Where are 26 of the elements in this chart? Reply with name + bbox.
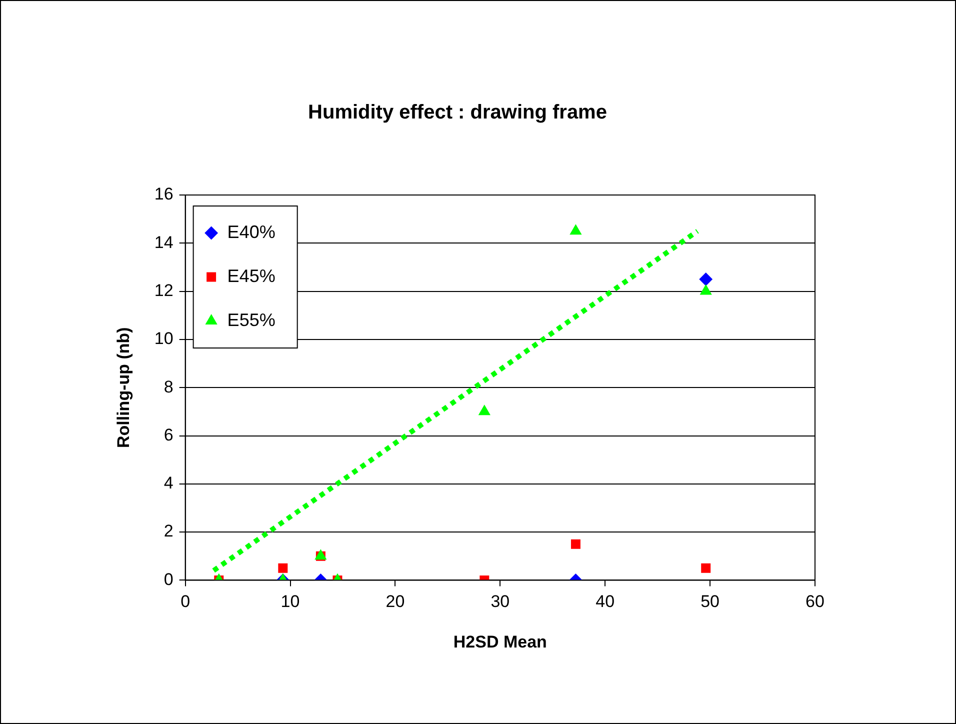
x-tick-label: 30 <box>490 592 510 612</box>
x-tick-label: 0 <box>180 592 190 612</box>
point <box>478 405 490 416</box>
y-tick-label: 8 <box>164 377 174 396</box>
y-tick-label: 6 <box>164 425 174 444</box>
x-axis-title: H2SD Mean <box>453 632 547 652</box>
x-tick-label: 20 <box>386 592 405 612</box>
legend-label: E55% <box>227 310 276 330</box>
y-tick-label: 10 <box>154 329 174 348</box>
legend-label: E40% <box>227 222 276 242</box>
point <box>700 284 712 295</box>
point <box>570 224 582 235</box>
x-tick-label: 60 <box>806 592 824 612</box>
y-tick-label: 14 <box>154 232 174 252</box>
y-tick-label: 16 <box>154 184 174 204</box>
legend-label: E45% <box>227 266 276 286</box>
x-tick-label: 40 <box>596 592 615 612</box>
y-tick-label: 0 <box>164 570 174 589</box>
y-tick-label: 4 <box>164 474 174 493</box>
y-axis-title: Rolling-up (nb) <box>114 327 133 448</box>
chart-title: Humidity effect : drawing frame <box>308 102 607 124</box>
point <box>699 272 712 286</box>
x-tick-label: 10 <box>280 592 300 612</box>
y-tick-label: 2 <box>164 522 174 541</box>
x-tick-label: 50 <box>700 592 720 612</box>
y-tick-label: 12 <box>154 280 174 300</box>
